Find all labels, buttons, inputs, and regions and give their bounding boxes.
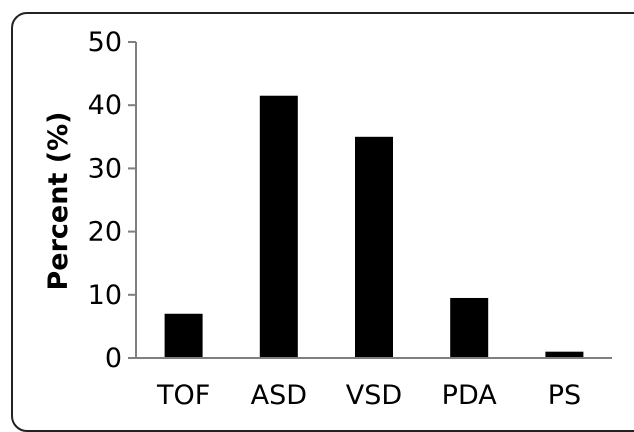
bar-pda (450, 297, 489, 358)
y-tick-label: 0 (105, 343, 122, 374)
x-axis-labels: TOF ASD VSD PDA PS (156, 380, 581, 408)
y-tick-label: 40 (88, 90, 122, 121)
y-axis-title: Percent (%) (43, 112, 74, 291)
y-tick-label: 10 (88, 280, 122, 311)
x-tick-label-vsd: VSD (346, 380, 402, 408)
bar-tof (164, 313, 203, 358)
y-tick-label: 20 (88, 217, 122, 248)
y-tick-label: 30 (88, 153, 122, 184)
x-tick-label-ps: PS (548, 380, 581, 408)
y-axis-ticks: 0 10 20 30 40 50 (88, 27, 136, 374)
bar-vsd (355, 136, 393, 358)
bar-chart: 0 10 20 30 40 50 TOF ASD VSD PDA PS Percent (%) (43, 27, 612, 408)
x-tick-label-tof: TOF (156, 380, 210, 408)
x-tick-label-asd: ASD (251, 380, 307, 408)
x-tick-label-pda: PDA (442, 380, 498, 408)
bar-asd (259, 95, 298, 358)
bar-ps (545, 351, 584, 358)
bars (164, 95, 584, 358)
y-tick-label: 50 (88, 27, 122, 58)
